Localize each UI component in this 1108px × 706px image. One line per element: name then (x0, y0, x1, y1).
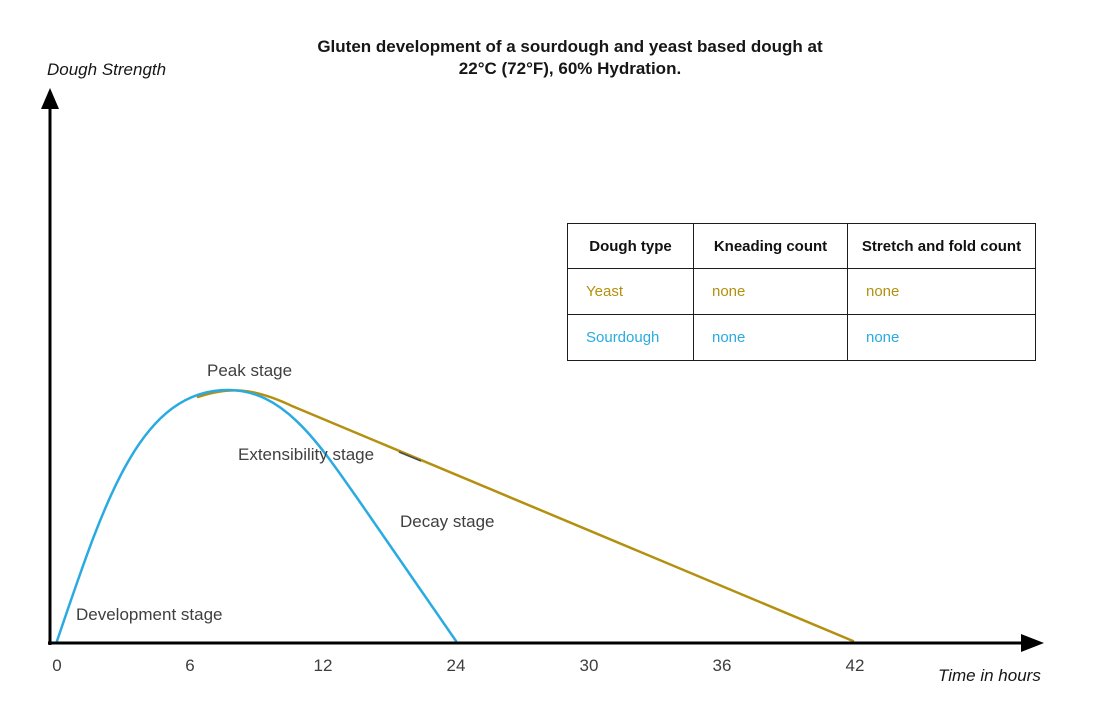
sourdough-kneading-cell: none (693, 314, 848, 361)
extensibility-leader-line (398, 451, 422, 462)
sourdough-dough-type-cell: Sourdough (567, 314, 694, 361)
y-axis-arrowhead-icon (41, 88, 59, 109)
x-tick-24: 24 (446, 656, 466, 675)
y-axis-label: Dough Strength (47, 60, 167, 79)
x-tick-6: 6 (185, 656, 195, 675)
chart-title-line1: Gluten development of a sourdough and ye… (317, 37, 823, 56)
x-tick-36: 36 (712, 656, 732, 675)
annotation-extensibility-stage: Extensibility stage (238, 445, 375, 464)
header-dough-type: Dough type (567, 223, 694, 269)
table-row-yeast: Yeast none none (567, 268, 1036, 315)
x-tick-0: 0 (52, 656, 62, 675)
x-tick-30: 30 (579, 656, 599, 675)
table-header-row: Dough type Kneading count Stretch and fo… (567, 223, 1036, 269)
x-tick-12: 12 (313, 656, 333, 675)
header-stretch-fold-count: Stretch and fold count (847, 223, 1036, 269)
x-tick-42: 42 (845, 656, 865, 675)
chart-title-line2: 22°C (72°F), 60% Hydration. (458, 59, 682, 78)
annotation-decay-stage: Decay stage (400, 512, 495, 531)
yeast-kneading-cell: none (693, 268, 848, 315)
chart-title: Gluten development of a sourdough and ye… (204, 36, 936, 80)
sourdough-stretch-fold-cell: none (847, 314, 1036, 361)
header-kneading-count: Kneading count (693, 223, 848, 269)
yeast-curve (196, 389, 855, 643)
annotation-development-stage: Development stage (76, 605, 223, 624)
x-axis-label: Time in hours (938, 666, 1041, 685)
table-row-sourdough: Sourdough none none (567, 314, 1036, 361)
dough-legend-table: Dough type Kneading count Stretch and fo… (567, 223, 1036, 361)
yeast-dough-type-cell: Yeast (567, 268, 694, 315)
sourdough-curve (55, 388, 458, 643)
annotation-peak-stage: Peak stage (207, 361, 293, 380)
yeast-stretch-fold-cell: none (847, 268, 1036, 315)
x-axis-arrowhead-icon (1021, 634, 1044, 652)
